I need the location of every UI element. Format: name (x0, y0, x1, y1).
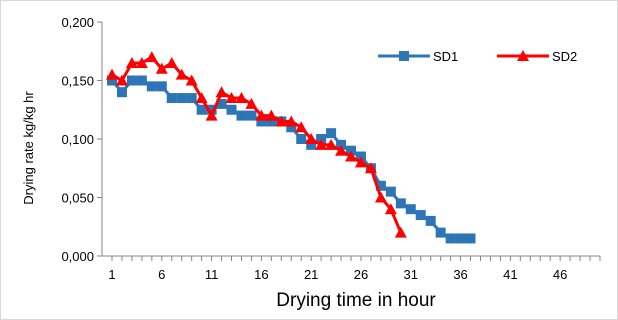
x-tick-label: 16 (254, 267, 268, 282)
data-point-sd2 (225, 92, 238, 104)
data-point-sd1 (186, 93, 197, 104)
data-point-sd1 (415, 210, 426, 221)
data-point-sd2 (106, 68, 118, 80)
data-point-sd1 (107, 75, 117, 86)
data-point-sd1 (126, 75, 137, 86)
data-point-sd1 (286, 122, 297, 133)
legend: SD1 SD2 (378, 49, 577, 64)
data-point-sd1 (136, 75, 147, 86)
data-point-sd1 (226, 104, 237, 115)
y-tick-label: 0,150 (61, 74, 94, 89)
data-point-sd1 (246, 110, 257, 121)
data-point-sd2 (195, 92, 208, 104)
data-point-sd1 (435, 227, 446, 238)
data-point-sd2 (325, 138, 338, 150)
data-point-sd2 (255, 109, 268, 121)
data-point-sd2 (175, 68, 188, 80)
data-point-sd1 (395, 198, 406, 209)
data-point-sd1 (176, 93, 187, 104)
data-point-sd2 (285, 115, 298, 127)
x-tick-label: 6 (158, 267, 165, 282)
data-point-sd1 (256, 116, 267, 127)
data-point-sd2 (275, 115, 288, 127)
data-point-sd2 (155, 62, 168, 74)
data-point-sd1 (375, 180, 386, 191)
y-tick-label: 0,200 (61, 15, 94, 30)
data-point-sd1 (166, 93, 177, 104)
x-axis-title: Drying time in hour (276, 290, 436, 311)
data-point-sd1 (296, 134, 307, 144)
data-point-sd2 (305, 133, 318, 144)
data-point-sd1 (399, 51, 409, 61)
x-tick-label: 46 (553, 267, 567, 282)
data-point-sd2 (315, 138, 328, 150)
data-point-sd1 (266, 116, 277, 127)
data-point-sd2 (215, 86, 228, 98)
data-point-sd2 (125, 56, 138, 68)
data-point-sd1 (236, 110, 247, 121)
data-point-sd1 (116, 87, 127, 98)
x-tick-label: 26 (354, 267, 368, 282)
legend-label-sd1: SD1 (433, 49, 458, 64)
data-point-sd2 (245, 97, 258, 109)
y-tick-label: 0,000 (61, 249, 94, 264)
legend-label-sd2: SD2 (552, 49, 577, 64)
data-point-sd2 (374, 191, 387, 203)
data-point-sd2 (295, 121, 308, 133)
data-point-sd1 (326, 128, 337, 139)
data-point-sd1 (465, 233, 476, 244)
data-point-sd1 (196, 104, 207, 115)
data-point-sd2 (135, 56, 148, 68)
y-axis-title: Drying rate kg/kg hr (21, 91, 36, 205)
data-point-sd2 (335, 144, 348, 156)
y-tick-label: 0,100 (61, 132, 94, 147)
y-tick-label: 0,050 (61, 191, 94, 206)
data-point-sd2 (265, 109, 278, 121)
x-tick-label: 11 (205, 267, 219, 282)
data-point-sd1 (445, 233, 456, 244)
data-point-sd1 (385, 186, 396, 197)
data-point-sd1 (306, 139, 317, 150)
data-point-sd2 (384, 203, 397, 215)
data-point-sd2 (235, 92, 248, 104)
data-point-sd1 (146, 81, 157, 92)
data-point-sd2 (364, 162, 377, 174)
series-layer (106, 51, 476, 244)
data-point-sd2 (205, 109, 218, 121)
data-point-sd2 (354, 156, 367, 168)
x-tick-label: 21 (304, 267, 318, 282)
data-point-sd1 (216, 98, 227, 109)
data-point-sd2 (394, 226, 407, 238)
data-point-sd2 (145, 51, 158, 63)
x-tick-label: 31 (404, 267, 418, 282)
data-point-sd2 (345, 150, 358, 162)
legend-item-sd2: SD2 (497, 49, 577, 64)
data-point-sd2 (185, 74, 198, 86)
legend-item-sd1: SD1 (378, 49, 458, 64)
data-point-sd1 (405, 204, 416, 215)
data-point-sd2 (517, 50, 529, 61)
data-point-sd2 (165, 56, 178, 68)
series-sd2 (106, 51, 407, 238)
data-point-sd1 (455, 233, 466, 244)
data-point-sd1 (425, 215, 436, 226)
data-point-sd2 (115, 74, 128, 86)
x-tick-label: 41 (503, 267, 517, 282)
x-tick-label: 1 (108, 267, 115, 282)
x-tick-label: 36 (453, 267, 467, 282)
data-point-sd1 (156, 81, 167, 92)
